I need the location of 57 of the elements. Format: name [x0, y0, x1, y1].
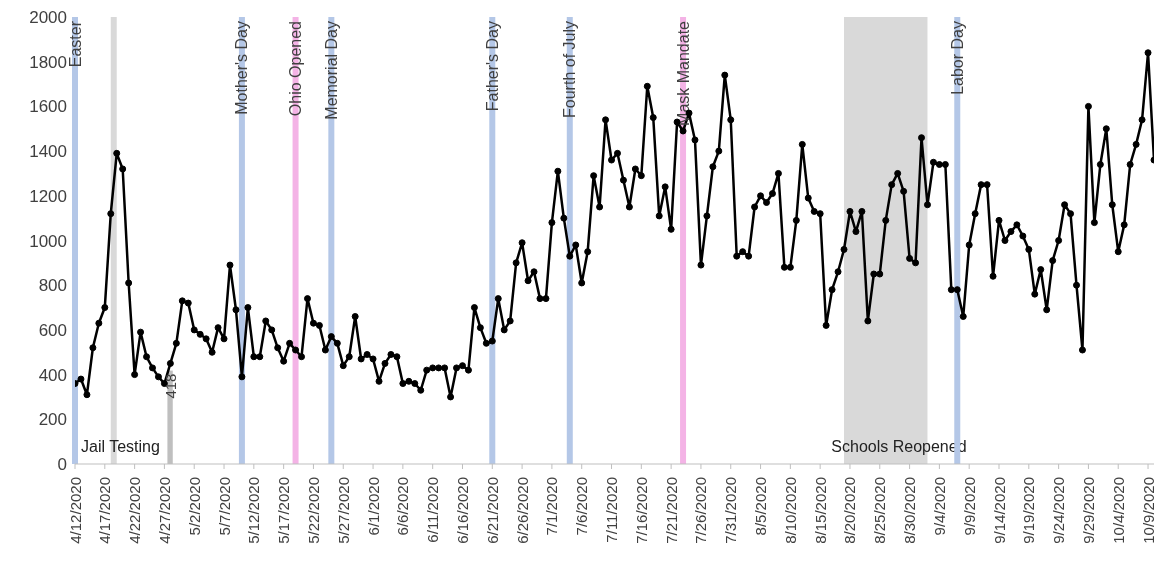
x-tick-label: 8/20/2020: [841, 477, 859, 544]
ref-line-label: Father's Day: [483, 21, 501, 112]
ref-line-label: Ohio Opened: [287, 21, 305, 117]
x-tick-label: 7/11/2020: [603, 477, 621, 543]
x-tick-label: 6/1/2020: [364, 477, 382, 536]
x-tick-label: 8/25/2020: [871, 477, 889, 544]
x-tick-label: 9/19/2020: [1020, 477, 1038, 544]
ref-line-label: Memorial Day: [322, 21, 340, 120]
x-tick-label: 5/2/2020: [185, 477, 203, 536]
x-tick-label: 9/14/2020: [990, 477, 1008, 544]
x-tick-label: 8/30/2020: [901, 477, 919, 544]
x-tick-label: 5/22/2020: [304, 477, 322, 544]
x-tick-label: 7/16/2020: [632, 477, 650, 544]
x-tick-label: 7/31/2020: [722, 477, 740, 544]
x-tick-label: 8/5/2020: [752, 477, 770, 536]
x-tick-label: 9/24/2020: [1050, 477, 1068, 544]
x-tick-label: 10/4/2020: [1109, 477, 1127, 544]
y-tick-label: 1200: [29, 186, 67, 206]
y-tick-label: 1600: [29, 97, 67, 117]
x-tick-label: 5/27/2020: [334, 477, 352, 544]
band-label: Jail Testing: [81, 438, 160, 455]
x-tick-label: 7/1/2020: [543, 477, 561, 536]
x-tick-label: 6/21/2020: [483, 477, 501, 544]
x-tick-label: 8/10/2020: [781, 477, 799, 544]
x-tick-label: 4/12/2020: [66, 477, 84, 544]
x-tick-label: 7/26/2020: [692, 477, 710, 544]
x-tick-label: 4/27/2020: [155, 477, 173, 544]
x-tick-label: 9/4/2020: [930, 477, 948, 536]
y-tick-label: 1400: [29, 142, 67, 162]
x-tick-label: 9/9/2020: [960, 477, 978, 536]
x-tick-label: 4/17/2020: [96, 477, 114, 544]
x-tick-label: 5/7/2020: [215, 477, 233, 536]
ref-line-label: Labor Day: [948, 21, 966, 95]
y-tick-label: 0: [57, 455, 67, 475]
x-tick-label: 6/26/2020: [513, 477, 531, 544]
y-tick-label: 600: [38, 320, 67, 340]
x-tick-label: 4/22/2020: [126, 477, 144, 544]
y-tick-label: 2000: [29, 8, 67, 28]
data-label: 418: [161, 373, 179, 399]
x-tick-label: 7/21/2020: [662, 477, 680, 544]
ref-line-label: Mother's Day: [233, 21, 251, 115]
ref-line-label: Fourth of July: [561, 21, 579, 118]
x-tick-label: 6/11/2020: [424, 477, 442, 543]
ref-line-label: Easter: [66, 20, 84, 68]
x-tick-label: 6/6/2020: [394, 477, 412, 536]
x-tick-label: 6/16/2020: [453, 477, 471, 544]
x-tick-label: 5/12/2020: [245, 477, 263, 544]
y-tick-label: 400: [38, 365, 67, 385]
x-tick-label: 9/29/2020: [1079, 477, 1097, 544]
y-tick-label: 1800: [29, 52, 67, 72]
x-tick-label: 8/15/2020: [811, 477, 829, 544]
y-tick-label: 800: [38, 276, 67, 296]
y-tick-label: 1000: [29, 231, 67, 251]
x-tick-label: 7/6/2020: [573, 477, 591, 536]
x-tick-label: 5/17/2020: [275, 477, 293, 544]
x-tick-label: 10/9/2020: [1139, 477, 1157, 544]
y-tick-label: 200: [38, 410, 67, 430]
